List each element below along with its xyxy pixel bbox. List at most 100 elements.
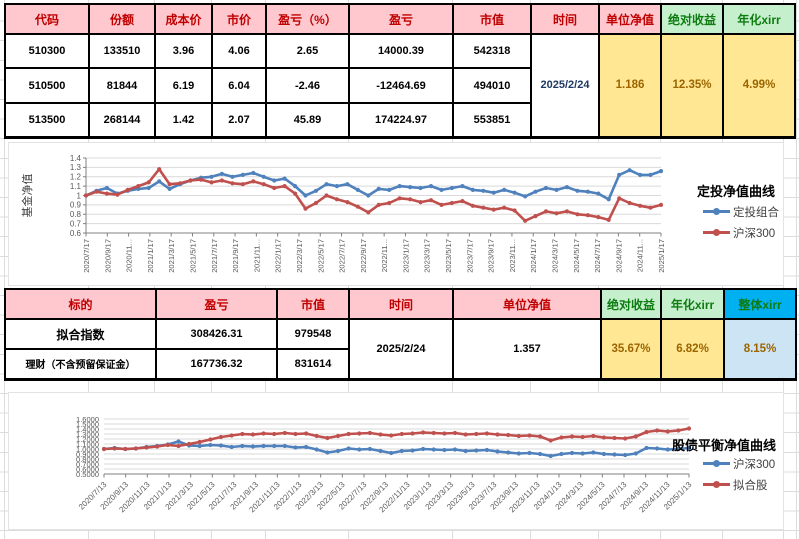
svg-text:2022/5/17: 2022/5/17 [316,239,325,273]
svg-text:2020/9/17: 2020/9/17 [103,239,112,273]
cell-pl-pct[interactable]: 2.65 [265,33,350,69]
svg-text:1.3000: 1.3000 [76,430,99,439]
legend-line-marker-icon [703,228,730,237]
svg-text:2023/5/17: 2023/5/17 [444,239,453,273]
chart2-legend: 沪深300 拟合股 [703,453,775,495]
svg-text:1.5000: 1.5000 [76,420,99,429]
header-nav[interactable]: 单位净值 [598,3,662,35]
legend-label: 定投组合 [733,206,779,219]
balance-curve-plot: 1.60001.50001.40001.30001.20001.10001.00… [76,415,694,515]
header-nav[interactable]: 单位净值 [452,288,602,320]
svg-text:0.7: 0.7 [70,219,82,228]
header-time[interactable]: 时间 [530,3,600,35]
legend-item: 沪深300 [703,453,775,474]
cell-shares[interactable]: 133510 [88,33,156,69]
svg-text:1.6000: 1.6000 [76,415,99,424]
cell-time[interactable]: 2025/2/24 [530,33,600,138]
cell-code[interactable]: 510300 [4,33,90,69]
cell-pl-pct[interactable]: 45.89 [265,102,350,138]
header-abs-return[interactable]: 绝对收益 [600,288,662,320]
cell-cost[interactable]: 3.96 [154,33,213,69]
cell-code[interactable]: 513500 [4,102,90,138]
cell-pl[interactable]: 14000.39 [348,33,454,69]
cell-nav[interactable]: 1.186 [598,33,662,138]
cell-pl[interactable]: 174224.97 [348,102,454,138]
cell-price[interactable]: 6.04 [211,67,267,104]
cell-price[interactable]: 4.06 [211,33,267,69]
holdings-table: 代码 份额 成本价 市价 盈亏（%） 盈亏 市值 时间 单位净值 绝对收益 年化… [4,3,796,139]
cell-mv[interactable]: 553851 [452,102,532,138]
svg-text:1.1: 1.1 [70,182,82,191]
header-cost[interactable]: 成本价 [154,3,213,35]
legend-line-marker-icon [703,480,730,489]
cell-mv[interactable]: 494010 [452,67,532,104]
svg-text:2024/7/17: 2024/7/17 [593,239,602,273]
svg-text:2023/3/17: 2023/3/17 [423,239,432,273]
chart1-legend: 定投组合 沪深300 [703,201,779,243]
header-pl-pct[interactable]: 盈亏（%） [265,3,350,35]
header-pl[interactable]: 盈亏 [155,288,278,320]
svg-text:2021/3/17: 2021/3/17 [167,239,176,273]
header-mv[interactable]: 市值 [452,3,532,35]
header-pl[interactable]: 盈亏 [348,3,454,35]
cell-xirr[interactable]: 4.99% [722,33,796,138]
svg-text:2021/11...: 2021/11... [252,239,261,272]
cell-xirr[interactable]: 6.82% [660,318,725,380]
cell-cost[interactable]: 1.42 [154,102,213,138]
cell-target[interactable]: 拟合指数 [4,318,157,350]
cell-mv[interactable]: 542318 [452,33,532,69]
cell-price[interactable]: 2.07 [211,102,267,138]
svg-text:2024/3/17: 2024/3/17 [551,239,560,273]
cell-pl-pct[interactable]: -2.46 [265,67,350,104]
cell-abs-return[interactable]: 12.35% [660,33,724,138]
header-xirr[interactable]: 年化xirr [660,288,725,320]
legend-line-marker-icon [703,207,730,216]
svg-text:2021/5/17: 2021/5/17 [188,239,197,273]
nav-curve-chart[interactable]: 1.4 1.3 1.2 1.1 1 0.9 0.8 0.7 0.6 2020/7/17 2020/9… [8,142,784,286]
cell-mv[interactable]: 831614 [276,348,350,380]
svg-text:1.2: 1.2 [70,173,82,182]
svg-text:0.9: 0.9 [70,201,82,210]
chart2-title: 股债平衡净值曲线 [671,438,776,453]
svg-text:0.7000: 0.7000 [76,460,99,469]
cell-overall-xirr[interactable]: 8.15% [723,318,797,380]
legend-label: 拟合股 [733,479,768,492]
svg-text:2024/9/17: 2024/9/17 [614,239,623,273]
svg-text:2020/7/17: 2020/7/17 [82,239,91,273]
header-mv[interactable]: 市值 [276,288,350,320]
svg-text:2024/11...: 2024/11... [636,239,645,272]
cell-pl[interactable]: 308426.31 [155,318,278,350]
cell-cost[interactable]: 6.19 [154,67,213,104]
svg-text:0.5000: 0.5000 [76,470,99,479]
svg-text:2020/11...: 2020/11... [125,239,134,272]
header-xirr[interactable]: 年化xirr [722,3,796,35]
cell-mv[interactable]: 979548 [276,318,350,350]
header-abs-return[interactable]: 绝对收益 [660,3,724,35]
header-shares[interactable]: 份额 [88,3,156,35]
summary-table: 标的 盈亏 市值 时间 单位净值 绝对收益 年化xirr 整体xirr 拟合指数… [4,288,797,381]
svg-text:1.0000: 1.0000 [76,445,99,454]
cell-nav[interactable]: 1.357 [452,318,602,380]
cell-abs-return[interactable]: 35.67% [600,318,662,380]
svg-text:0.8: 0.8 [70,210,82,219]
header-price[interactable]: 市价 [211,3,267,35]
cell-target[interactable]: 理财（不含预留保证金） [4,348,157,380]
cell-pl[interactable]: -12464.69 [348,67,454,104]
svg-text:2022/1/17: 2022/1/17 [274,239,283,273]
cell-time[interactable]: 2025/2/24 [348,318,454,380]
header-code[interactable]: 代码 [4,3,90,35]
header-target[interactable]: 标的 [4,288,157,320]
cell-shares[interactable]: 81844 [88,67,156,104]
svg-text:2023/1/17: 2023/1/17 [401,239,410,273]
cell-code[interactable]: 510500 [4,67,90,104]
cell-pl[interactable]: 167736.32 [155,348,278,380]
chart1-title: 定投净值曲线 [696,184,775,199]
cell-shares[interactable]: 268144 [88,102,156,138]
sheet-gridline [4,0,5,539]
balance-curve-chart[interactable]: 1.6000 1.5000 1.4000 1.3000 1.2000 1.1000 1.00… [8,392,784,530]
header-overall-xirr[interactable]: 整体xirr [723,288,797,320]
header-time[interactable]: 时间 [348,288,454,320]
svg-text:0.9000: 0.9000 [76,450,99,459]
